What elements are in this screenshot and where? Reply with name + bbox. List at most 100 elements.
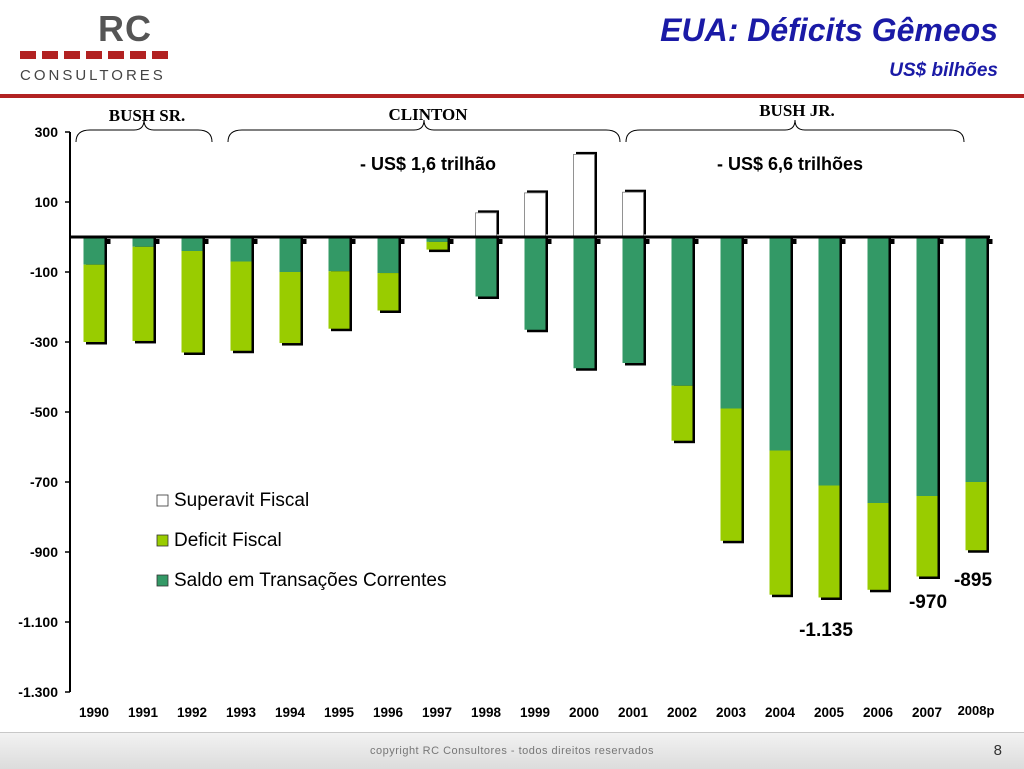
bar-deficit-fiscal: [916, 496, 938, 577]
bar-saldo-transacoes: [769, 237, 791, 451]
y-tick-label: -1.300: [18, 684, 58, 700]
zero-marker: [400, 239, 405, 244]
x-tick-label: 1995: [324, 705, 355, 720]
bar-deficit-fiscal: [328, 271, 350, 329]
logo-square: [42, 51, 58, 59]
y-tick-label: -900: [30, 544, 58, 560]
x-tick-label: 1994: [275, 705, 306, 720]
legend-label: Superavit Fiscal: [174, 490, 309, 511]
bar-saldo-transacoes: [475, 237, 497, 297]
y-tick-label: 100: [35, 194, 59, 210]
x-tick-label: 2001: [618, 705, 649, 720]
y-tick-label: -500: [30, 404, 58, 420]
legend-swatch-superavit: [156, 494, 169, 507]
x-tick-label: 2000: [569, 705, 599, 720]
bar-saldo-transacoes: [279, 237, 301, 272]
bar-deficit-fiscal: [671, 385, 693, 441]
bar-superavit-fiscal: [524, 192, 546, 238]
bar-saldo-transacoes: [426, 237, 448, 242]
period-label: BUSH SR.: [109, 106, 186, 125]
zero-marker: [841, 239, 846, 244]
page-number: 8: [993, 742, 1002, 759]
zero-marker: [106, 239, 111, 244]
bar-saldo-transacoes: [524, 237, 546, 330]
header-divider: [0, 94, 1024, 98]
bar-deficit-fiscal: [132, 246, 154, 341]
bar-saldo-transacoes: [671, 237, 693, 386]
bar-saldo-transacoes: [83, 237, 105, 265]
footer-bar: [0, 732, 1024, 769]
x-tick-label: 1992: [177, 705, 207, 720]
legend-label: Saldo em Transações Correntes: [174, 570, 446, 591]
period-brace: [227, 119, 621, 143]
logo-square: [152, 51, 168, 59]
x-tick-label: 1993: [226, 705, 257, 720]
zero-marker: [498, 239, 503, 244]
bar-deficit-fiscal: [769, 450, 791, 595]
period-total-label: - US$ 1,6 trilhão: [360, 154, 496, 174]
x-tick-label: 2004: [765, 705, 796, 720]
bar-deficit-fiscal: [818, 485, 840, 598]
x-tick-label: 1991: [128, 705, 159, 720]
bar-saldo-transacoes: [916, 237, 938, 496]
period-label: CLINTON: [388, 105, 468, 124]
logo-square: [86, 51, 102, 59]
zero-marker: [155, 239, 160, 244]
zero-marker: [596, 239, 601, 244]
legend-label: Deficit Fiscal: [174, 530, 282, 551]
bar-saldo-transacoes: [720, 237, 742, 409]
bar-deficit-fiscal: [83, 264, 105, 342]
bar-deficit-fiscal: [965, 482, 987, 551]
period-brace: [625, 119, 965, 143]
zero-marker: [351, 239, 356, 244]
y-tick-label: -700: [30, 474, 58, 490]
logo-square: [108, 51, 124, 59]
zero-marker: [792, 239, 797, 244]
copyright-text: copyright RC Consultores - todos direito…: [369, 745, 654, 757]
x-tick-label: 2005: [814, 705, 845, 720]
x-tick-label: 2003: [716, 705, 747, 720]
bar-superavit-fiscal: [475, 212, 497, 238]
bar-saldo-transacoes: [181, 237, 203, 251]
period-total-label: - US$ 6,6 trilhões: [717, 154, 863, 174]
data-label: -895: [954, 570, 992, 591]
bar-superavit-fiscal: [573, 153, 595, 238]
logo-square: [20, 51, 36, 59]
zero-marker: [939, 239, 944, 244]
x-tick-label: 1999: [520, 705, 550, 720]
zero-marker: [890, 239, 895, 244]
legend-swatch-deficit: [156, 534, 169, 547]
x-tick-label: 1998: [471, 705, 502, 720]
x-tick-label: 2006: [863, 705, 894, 720]
x-tick-label: 1990: [79, 705, 109, 720]
bar-saldo-transacoes: [965, 237, 987, 482]
period-label: BUSH JR.: [759, 101, 835, 120]
bar-saldo-transacoes: [328, 237, 350, 272]
y-tick-label: -300: [30, 334, 58, 350]
bar-superavit-fiscal: [622, 191, 644, 238]
bar-saldo-transacoes: [867, 237, 889, 503]
y-tick-label: -1.100: [18, 614, 58, 630]
bar-saldo-transacoes: [132, 237, 154, 247]
zero-marker: [645, 239, 650, 244]
bar-saldo-transacoes: [230, 237, 252, 262]
zero-marker: [988, 239, 993, 244]
bar-deficit-fiscal: [720, 408, 742, 541]
x-tick-label: 1996: [373, 705, 404, 720]
logo-square: [64, 51, 80, 59]
bar-saldo-transacoes: [818, 237, 840, 486]
logo-squares: [20, 51, 168, 59]
bar-deficit-fiscal: [426, 241, 448, 250]
slide-subtitle: US$ bilhões: [889, 60, 998, 81]
zero-marker: [204, 239, 209, 244]
logo-square: [130, 51, 146, 59]
x-tick-label: 1997: [422, 705, 452, 720]
bar-saldo-transacoes: [622, 237, 644, 363]
bar-deficit-fiscal: [279, 272, 301, 344]
legend-swatch-saldo: [156, 574, 169, 587]
zero-marker: [302, 239, 307, 244]
logo-subtitle: CONSULTORES: [20, 67, 166, 84]
bar-deficit-fiscal: [230, 261, 252, 351]
period-brace: [75, 119, 213, 143]
y-tick-label: 300: [35, 124, 59, 140]
